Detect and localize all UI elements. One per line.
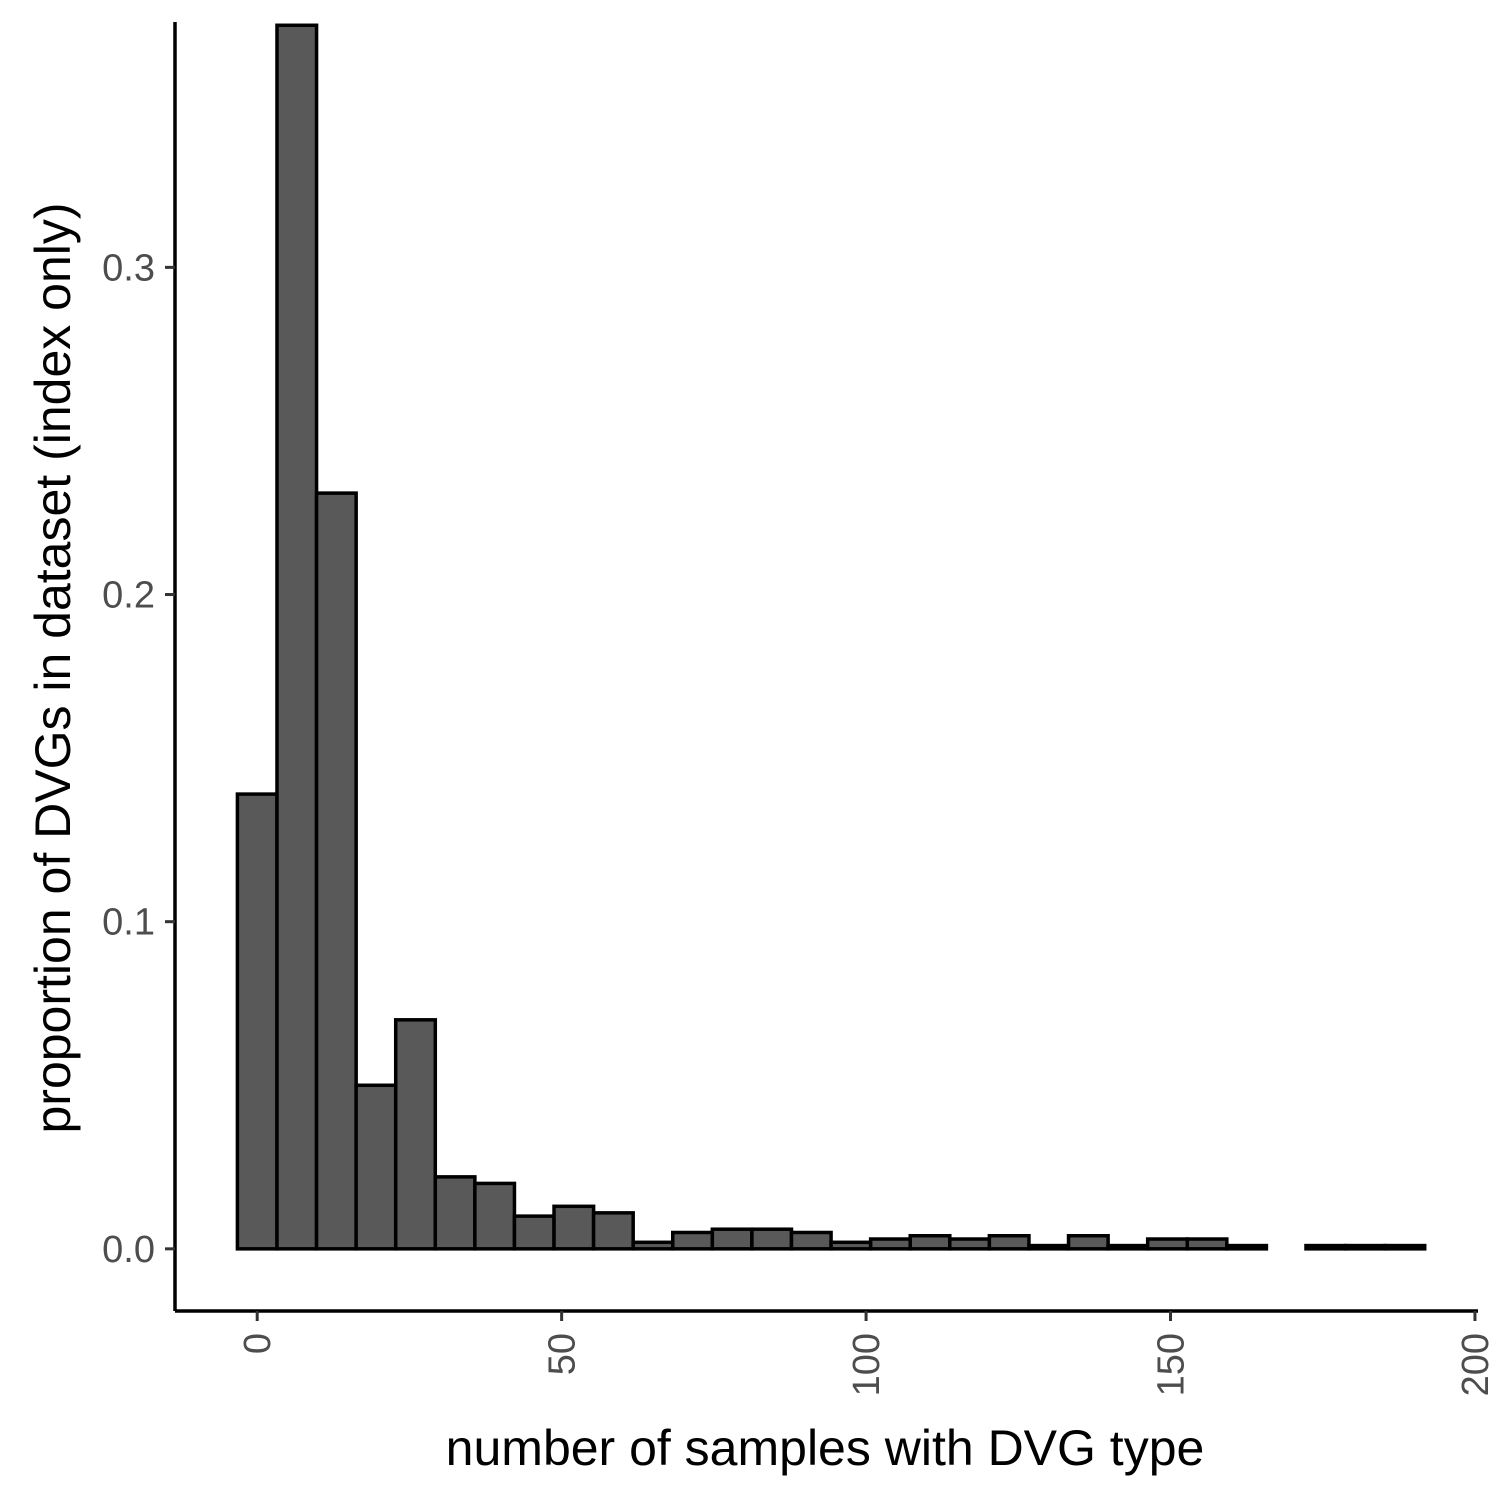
y-axis-title: proportion of DVGs in dataset (index onl…	[25, 202, 81, 1133]
histogram-bar	[591, 1211, 635, 1251]
histogram-bar	[314, 491, 358, 1251]
histogram-bar	[1383, 1243, 1427, 1251]
x-tick-label: 200	[1455, 1333, 1497, 1396]
x-tick-label: 0	[237, 1333, 279, 1354]
histogram-bar	[552, 1204, 596, 1251]
y-tick-label: 0.1	[102, 902, 155, 944]
x-tick-label: 50	[542, 1333, 584, 1375]
histogram-bar	[1304, 1243, 1348, 1251]
histogram-bar	[631, 1240, 675, 1251]
histogram-bar	[908, 1234, 952, 1251]
y-tick-label: 0.3	[102, 247, 155, 289]
histogram-bar	[868, 1237, 912, 1251]
x-tick-label: 100	[846, 1333, 888, 1396]
histogram-bar	[275, 23, 319, 1251]
histogram-bar	[1106, 1243, 1150, 1251]
histogram-bar	[948, 1237, 992, 1251]
histogram-bar	[710, 1227, 754, 1251]
histogram-bar	[1066, 1234, 1110, 1251]
histogram-bar	[433, 1175, 477, 1251]
axes-group	[173, 22, 1478, 1313]
histogram-bar	[393, 1018, 438, 1251]
histogram-bar	[1145, 1237, 1190, 1251]
histogram-bar	[1185, 1237, 1229, 1251]
histogram-bar	[354, 1083, 398, 1251]
histogram-bar	[671, 1230, 715, 1251]
x-axis-title: number of samples with DVG type	[446, 1420, 1205, 1476]
histogram-bar	[987, 1234, 1031, 1251]
histogram-bar	[473, 1181, 517, 1251]
histogram-bar	[1027, 1243, 1071, 1251]
histogram-bar	[235, 792, 279, 1251]
histogram-bar	[829, 1240, 873, 1251]
ticks-group: 0.0 0.1 0.2 0.3 0 50 100 150 200	[102, 247, 1497, 1396]
bars-group	[235, 23, 1427, 1251]
histogram-bar	[1343, 1243, 1387, 1251]
histogram-bar	[1225, 1243, 1269, 1251]
y-tick-label: 0.2	[102, 575, 155, 617]
x-tick-label: 150	[1151, 1333, 1193, 1396]
histogram-bar	[750, 1227, 794, 1251]
histogram-bar	[512, 1214, 556, 1251]
histogram-bar	[789, 1230, 833, 1251]
y-tick-label: 0.0	[102, 1229, 155, 1271]
